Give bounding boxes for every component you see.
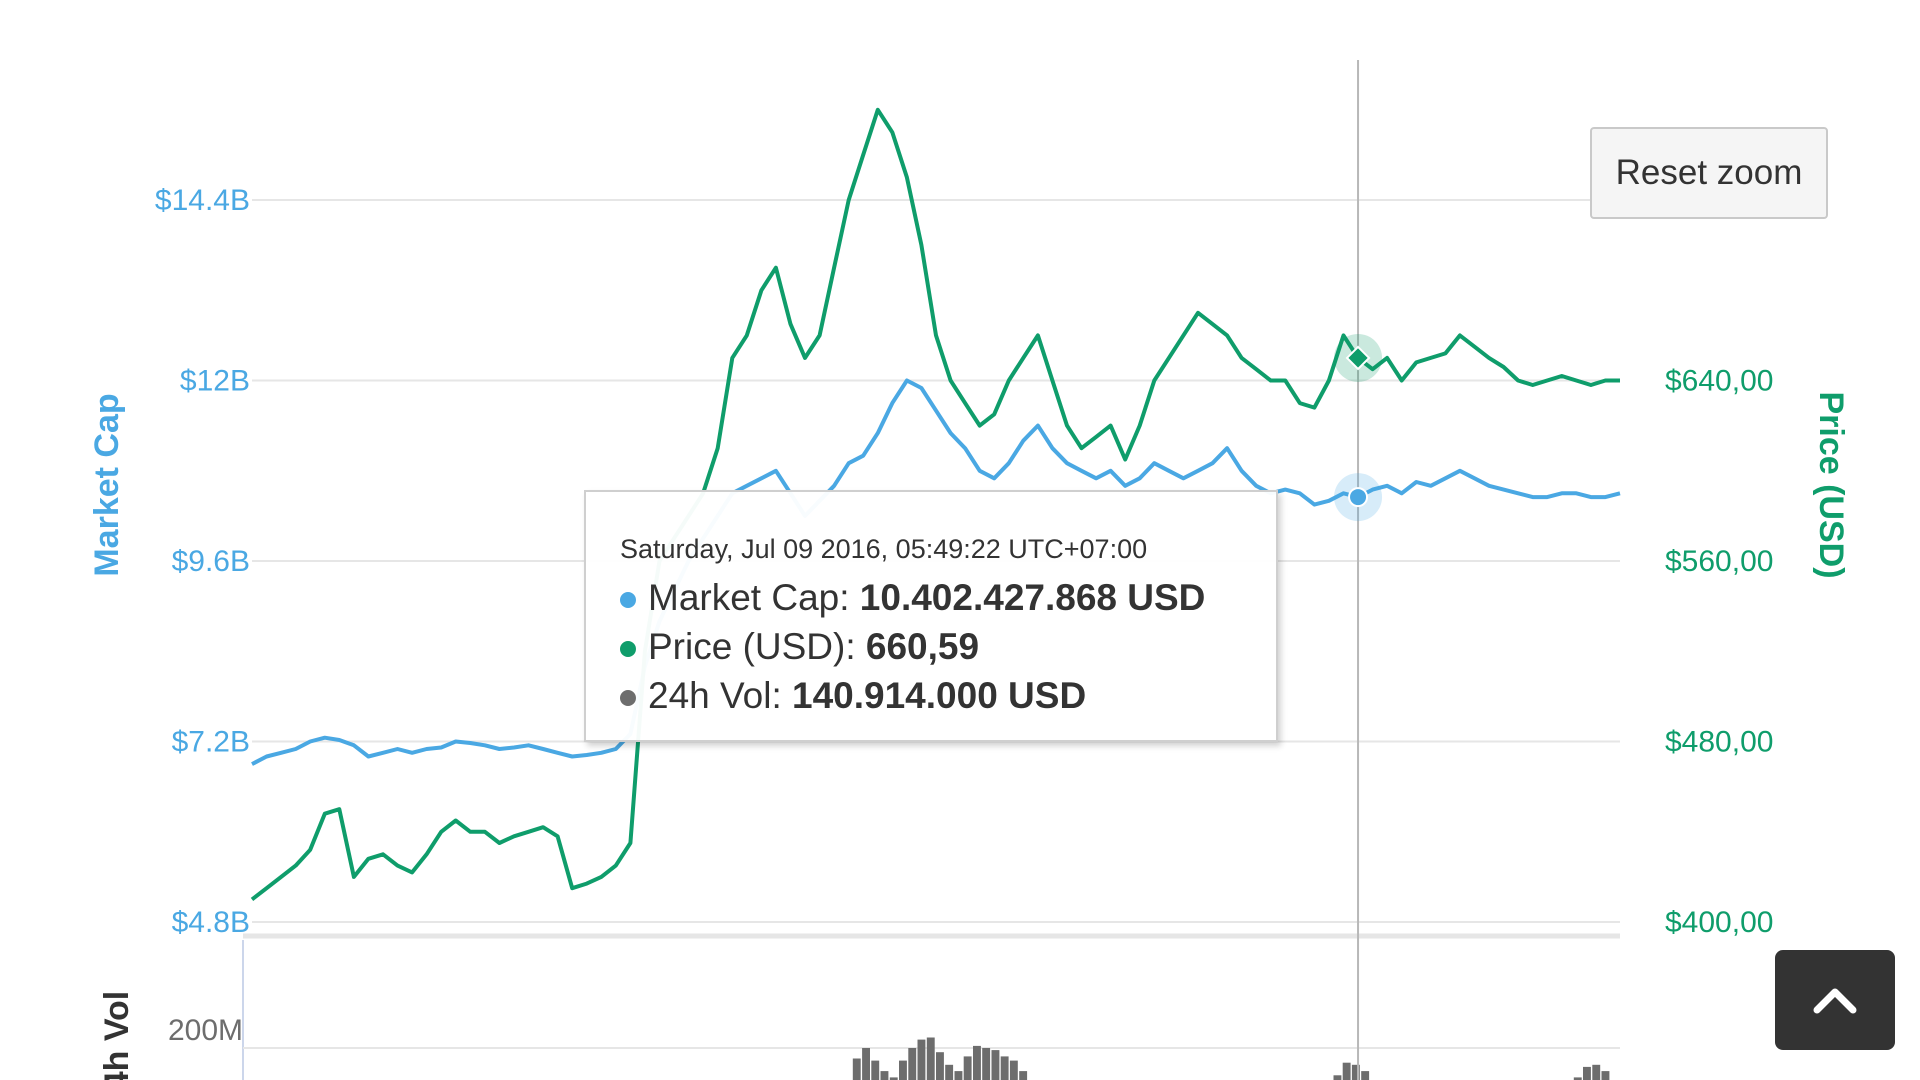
scroll-top-button[interactable]	[1775, 950, 1895, 1050]
volume-bar	[936, 1052, 944, 1080]
volume-bar	[1573, 1077, 1582, 1080]
volume-bar	[982, 1048, 991, 1080]
left-tick-label: $12B	[180, 365, 250, 398]
left-axis-title: Market Cap	[88, 393, 126, 576]
right-tick-label: $560,00	[1665, 545, 1773, 578]
volume-bar	[1351, 1064, 1360, 1080]
right-tick-label: $400,00	[1665, 906, 1773, 939]
volume-bar	[945, 1064, 954, 1080]
reset-zoom-button[interactable]: Reset zoom	[1590, 127, 1828, 219]
tooltip-row-market-cap: Market Cap: 10.402.427.868 USD	[620, 573, 1276, 622]
left-tick-label: $4.8B	[172, 906, 250, 939]
volume-dot-icon	[620, 690, 636, 707]
volume-bars	[852, 1037, 1610, 1080]
volume-tick-label: 200M	[168, 1014, 243, 1047]
volume-bar	[991, 1050, 1000, 1080]
volume-bar	[1009, 1060, 1018, 1080]
volume-bar	[880, 1071, 889, 1080]
left-tick-label: $14.4B	[155, 184, 250, 217]
left-axis-ticks: $4.8B $7.2B $9.6B $12B $14.4B	[155, 184, 250, 939]
volume-bar	[1583, 1066, 1591, 1080]
price-line	[250, 107, 1620, 901]
volume-bar	[954, 1071, 963, 1080]
volume-bar	[862, 1048, 870, 1080]
market-cap-line	[251, 378, 1621, 766]
volume-axis-title: 24h Vol	[98, 991, 136, 1080]
series-layer	[250, 107, 1621, 901]
left-tick-label: $9.6B	[172, 545, 250, 578]
hover-markers	[1334, 333, 1383, 522]
right-axis-title: Price (USD)	[1812, 391, 1850, 578]
volume-bar	[973, 1045, 981, 1080]
volume-bar	[963, 1056, 972, 1080]
volume-bar	[1000, 1056, 1009, 1080]
volume-bar	[926, 1037, 935, 1080]
volume-bar	[1601, 1071, 1610, 1080]
volume-bar	[1333, 1075, 1342, 1080]
tooltip-label: Price (USD)	[648, 626, 846, 667]
volume-bar	[1019, 1071, 1028, 1080]
volume-bar	[1342, 1062, 1351, 1080]
volume-bar	[1592, 1064, 1601, 1080]
right-tick-label: $640,00	[1665, 365, 1773, 398]
left-tick-label: $7.2B	[172, 726, 250, 759]
volume-bar	[917, 1039, 926, 1080]
market-cap-dot-icon	[620, 592, 636, 609]
price-dot-icon	[620, 641, 636, 658]
volume-bar	[899, 1060, 907, 1080]
tooltip-value: 660,59	[865, 626, 980, 667]
tooltip-row-volume: 24h Vol: 140.914.000 USD	[620, 671, 1276, 720]
volume-bar	[889, 1077, 898, 1080]
right-axis-ticks: $400,00$480,00$560,00$640,00$720,00	[1665, 184, 1773, 939]
market-cap-hover-point	[1348, 487, 1369, 508]
tooltip-value: 140.914.000 USD	[792, 675, 1087, 716]
tooltip-value: 10.402.427.868 USD	[859, 577, 1206, 618]
right-tick-label: $480,00	[1665, 726, 1773, 759]
chevron-up-icon	[1813, 988, 1857, 1014]
tooltip-label: 24h Vol	[648, 675, 772, 716]
volume-bar	[1361, 1071, 1370, 1080]
volume-bar	[852, 1058, 861, 1080]
tooltip-label: Market Cap	[648, 577, 840, 618]
tooltip-date: Saturday, Jul 09 2016, 05:49:22 UTC+07:0…	[620, 534, 1148, 564]
volume-bar	[908, 1048, 917, 1080]
tooltip-row-price: Price (USD): 660,59	[620, 622, 1276, 671]
data-tooltip: Saturday, Jul 09 2016, 05:49:22 UTC+07:0…	[584, 490, 1278, 742]
price-hover-point	[1345, 345, 1371, 371]
volume-bar	[871, 1060, 880, 1080]
